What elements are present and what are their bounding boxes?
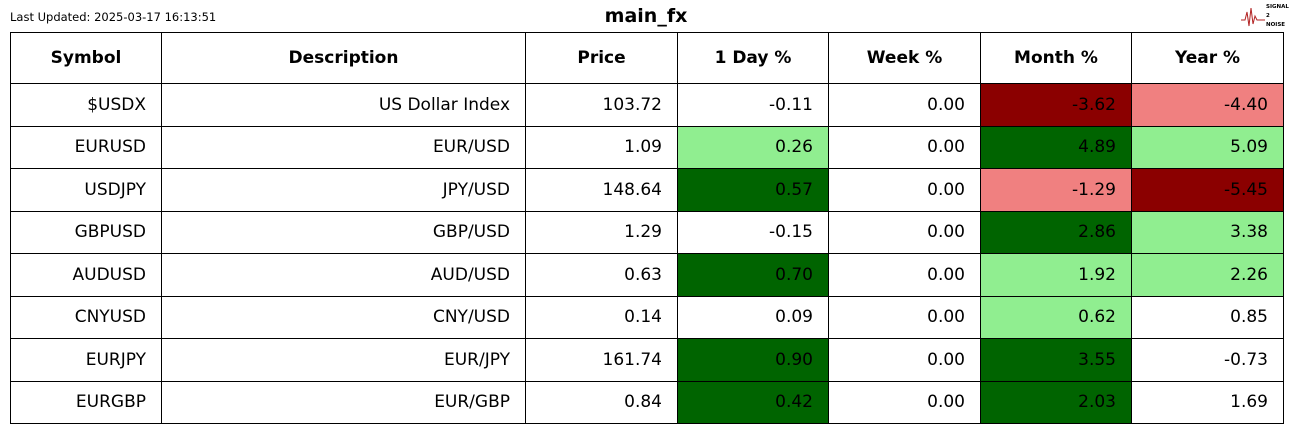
table-cell: CNY/USD: [161, 295, 526, 339]
table-cell: EURUSD: [10, 125, 162, 169]
table-cell: CNYUSD: [10, 295, 162, 339]
table-cell: 5.09: [1131, 125, 1284, 169]
table-cell: 0.00: [828, 253, 981, 297]
column-header: Description: [161, 32, 526, 84]
logo-graphic: [1241, 7, 1265, 27]
table-cell: 3.38: [1131, 210, 1284, 254]
table-cell: 0.26: [677, 125, 829, 169]
table-cell: 0.57: [677, 168, 829, 212]
table-cell: 0.00: [828, 210, 981, 254]
table-cell: -4.40: [1131, 83, 1284, 127]
table-cell: 2.26: [1131, 253, 1284, 297]
fx-table: Symbol Description Price 1 Day % Week % Month…: [10, 32, 1284, 424]
table-cell: GBP/USD: [161, 210, 526, 254]
title: main_fx: [604, 5, 688, 27]
table-cell: EUR/JPY: [161, 338, 526, 382]
table-cell: GBPUSD: [10, 210, 162, 254]
table-cell: 0.90: [677, 338, 829, 382]
column-header: Year %: [1131, 32, 1284, 84]
table-cell: 0.00: [828, 380, 981, 424]
table-cell: 0.84: [525, 380, 678, 424]
table-cell: 2.86: [980, 210, 1132, 254]
table-cell: -1.29: [980, 168, 1132, 212]
table-cell: 0.00: [828, 125, 981, 169]
table-cell: 0.70: [677, 253, 829, 297]
table-cell: AUD/USD: [161, 253, 526, 297]
column-header: Month %: [980, 32, 1132, 84]
table-cell: 148.64: [525, 168, 678, 212]
table-cell: JPY/USD: [161, 168, 526, 212]
logo-text: NOISE: [1266, 22, 1286, 28]
table-row: GBPUSD GBP/USD 1.29 -0.15 0.00 2.86 3.38: [10, 210, 1284, 254]
table-cell: $USDX: [10, 83, 162, 127]
column-header: Week %: [828, 32, 981, 84]
table-row: $USDX US Dollar Index 103.72 -0.11 0.00 -3.62…: [10, 83, 1284, 127]
table-cell: 0.00: [828, 338, 981, 382]
table-cell: 0.00: [828, 83, 981, 127]
table-cell: -0.11: [677, 83, 829, 127]
table-cell: US Dollar Index: [161, 83, 526, 127]
table-cell: 1.69: [1131, 380, 1284, 424]
table-cell: 0.00: [828, 168, 981, 212]
table-row: AUDUSD AUD/USD 0.63 0.70 0.00 1.92 2.26: [10, 253, 1284, 297]
logo-text: 2: [1266, 13, 1270, 19]
table-cell: EUR/USD: [161, 125, 526, 169]
logo: SIGNAL 2 NOISE: [1240, 2, 1289, 32]
table-cell: -3.62: [980, 83, 1132, 127]
table-cell: 103.72: [525, 83, 678, 127]
header-row: Symbol Description Price 1 Day % Week % Month…: [10, 32, 1284, 84]
table-cell: 3.55: [980, 338, 1132, 382]
table-cell: 2.03: [980, 380, 1132, 424]
table-cell: 0.14: [525, 295, 678, 339]
column-header: Symbol: [10, 32, 162, 84]
table-cell: 0.63: [525, 253, 678, 297]
table-cell: 4.89: [980, 125, 1132, 169]
table-row: USDJPY JPY/USD 148.64 0.57 0.00 -1.29 -5.45: [10, 168, 1284, 212]
table-cell: 161.74: [525, 338, 678, 382]
table-cell: 1.29: [525, 210, 678, 254]
table-cell: 0.09: [677, 295, 829, 339]
table-cell: 0.62: [980, 295, 1132, 339]
table-cell: -5.45: [1131, 168, 1284, 212]
table-cell: -0.15: [677, 210, 829, 254]
table-cell: 1.92: [980, 253, 1132, 297]
table-cell: EURGBP: [10, 380, 162, 424]
table-cell: 1.09: [525, 125, 678, 169]
table-cell: 0.85: [1131, 295, 1284, 339]
column-header: 1 Day %: [677, 32, 829, 84]
table-cell: EUR/GBP: [161, 380, 526, 424]
table-row: EURGBP EUR/GBP 0.84 0.42 0.00 2.03 1.69: [10, 380, 1284, 424]
table-row: EURJPY EUR/JPY 161.74 0.90 0.00 3.55 -0.73: [10, 338, 1284, 382]
table-row: CNYUSD CNY/USD 0.14 0.09 0.00 0.62 0.85: [10, 295, 1284, 339]
last-updated: Last Updated: 2025-03-17 16:13:51: [10, 10, 217, 24]
column-header: Price: [525, 32, 678, 84]
table-cell: EURJPY: [10, 338, 162, 382]
table-cell: 0.42: [677, 380, 829, 424]
table-cell: -0.73: [1131, 338, 1284, 382]
table-cell: USDJPY: [10, 168, 162, 212]
table-row: EURUSD EUR/USD 1.09 0.26 0.00 4.89 5.09: [10, 125, 1284, 169]
table-cell: AUDUSD: [10, 253, 162, 297]
logo-text: SIGNAL: [1266, 4, 1289, 10]
table-cell: 0.00: [828, 295, 981, 339]
